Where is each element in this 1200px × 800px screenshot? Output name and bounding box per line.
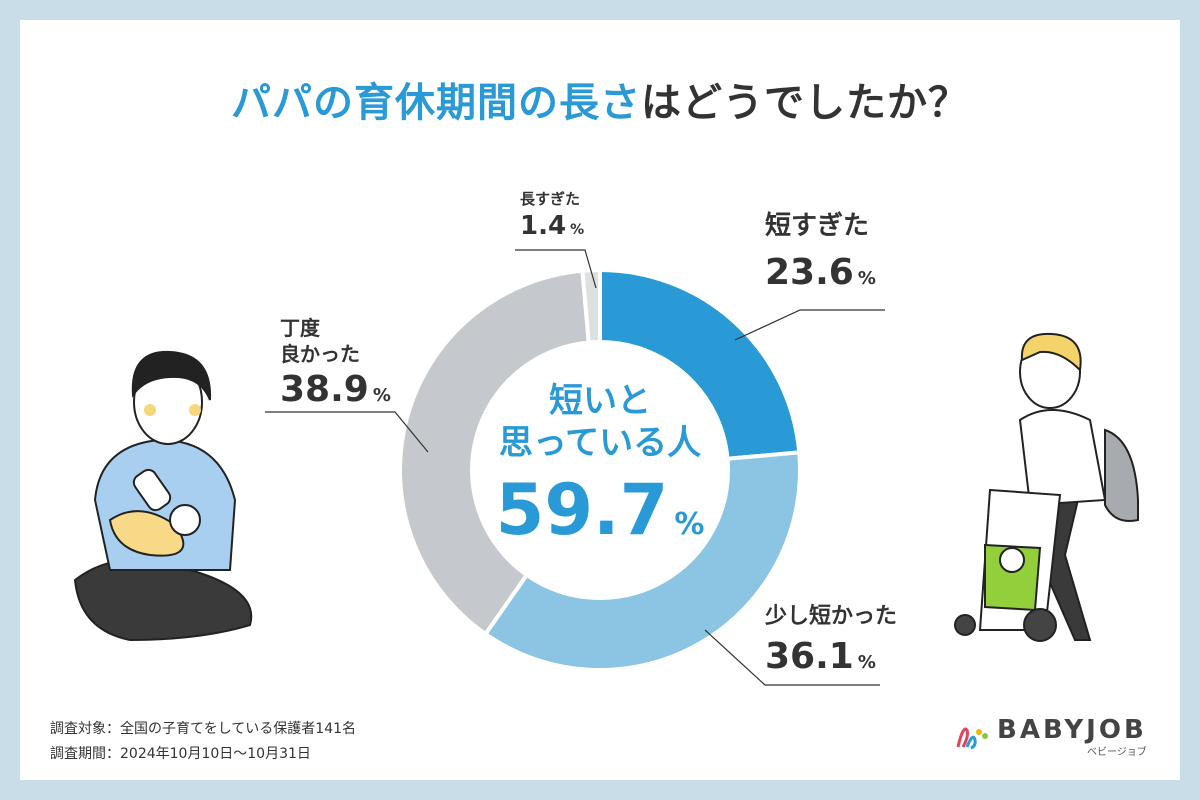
label-just-right: 丁度 良かった 38.9% <box>280 315 391 410</box>
donut-center-label: 短いと 思っている人 59.7% <box>450 380 750 565</box>
label-just-right-name1: 丁度 <box>280 316 320 340</box>
slice-just-right <box>398 268 591 637</box>
label-short-bit-unit: % <box>857 652 876 673</box>
label-just-right-name2: 良かった <box>280 342 360 366</box>
leader-short-too <box>734 309 885 341</box>
logo-mark-icon <box>956 727 988 749</box>
leader-long-too <box>515 249 597 289</box>
label-short-too-pct: 23.6 <box>765 252 854 293</box>
title-rest: はどうでしたか？ <box>641 80 969 126</box>
leader-just-right <box>265 411 429 453</box>
label-long-too-name: 長すぎた <box>520 190 581 208</box>
logo-kana: ベビージョブ <box>1086 747 1147 758</box>
label-short-too-unit: % <box>857 268 876 289</box>
center-unit: % <box>674 507 705 542</box>
label-short-bit-name: 少し短かった <box>765 604 898 629</box>
slice-long-too <box>580 267 602 345</box>
center-line2: 思っている人 <box>498 423 702 463</box>
center-line1: 短いと <box>549 381 651 421</box>
chart-title: パパの育休期間の長さはどうでしたか？ <box>0 70 1200 128</box>
label-just-right-pct: 38.9 <box>280 369 369 410</box>
label-long-too-unit: % <box>570 222 585 238</box>
donut-slices <box>398 267 802 672</box>
slice-short-bit <box>482 450 802 672</box>
label-short-bit-pct: 36.1 <box>765 636 854 677</box>
title-highlight: パパの育休期間の長さ <box>231 80 641 126</box>
leader-lines <box>265 249 885 686</box>
footnote-period: 調査期間：2024年10月10日〜10月31日 <box>50 746 311 762</box>
footnote-target: 調査対象：全国の子育てをしている保護者141名 <box>50 721 357 737</box>
parent-stroller-illustration <box>954 332 1139 642</box>
slice-short-too <box>598 267 802 461</box>
center-value: 59.7 <box>495 469 669 551</box>
label-just-right-unit: % <box>372 385 391 406</box>
parent-baby-illustration <box>73 350 253 642</box>
label-short-too: 短すぎた 23.6% <box>765 205 876 293</box>
logo-word: BABYJOB <box>997 715 1147 745</box>
label-long-too-pct: 1.4 <box>520 211 567 241</box>
label-short-too-name: 短すぎた <box>765 211 870 241</box>
babyjob-logo: BABYJOB ベビージョブ <box>955 715 1147 758</box>
label-short-bit: 少し短かった 36.1% <box>765 598 897 677</box>
label-long-too: 長すぎた 1.4% <box>520 188 584 241</box>
leader-short-bit <box>704 629 880 686</box>
